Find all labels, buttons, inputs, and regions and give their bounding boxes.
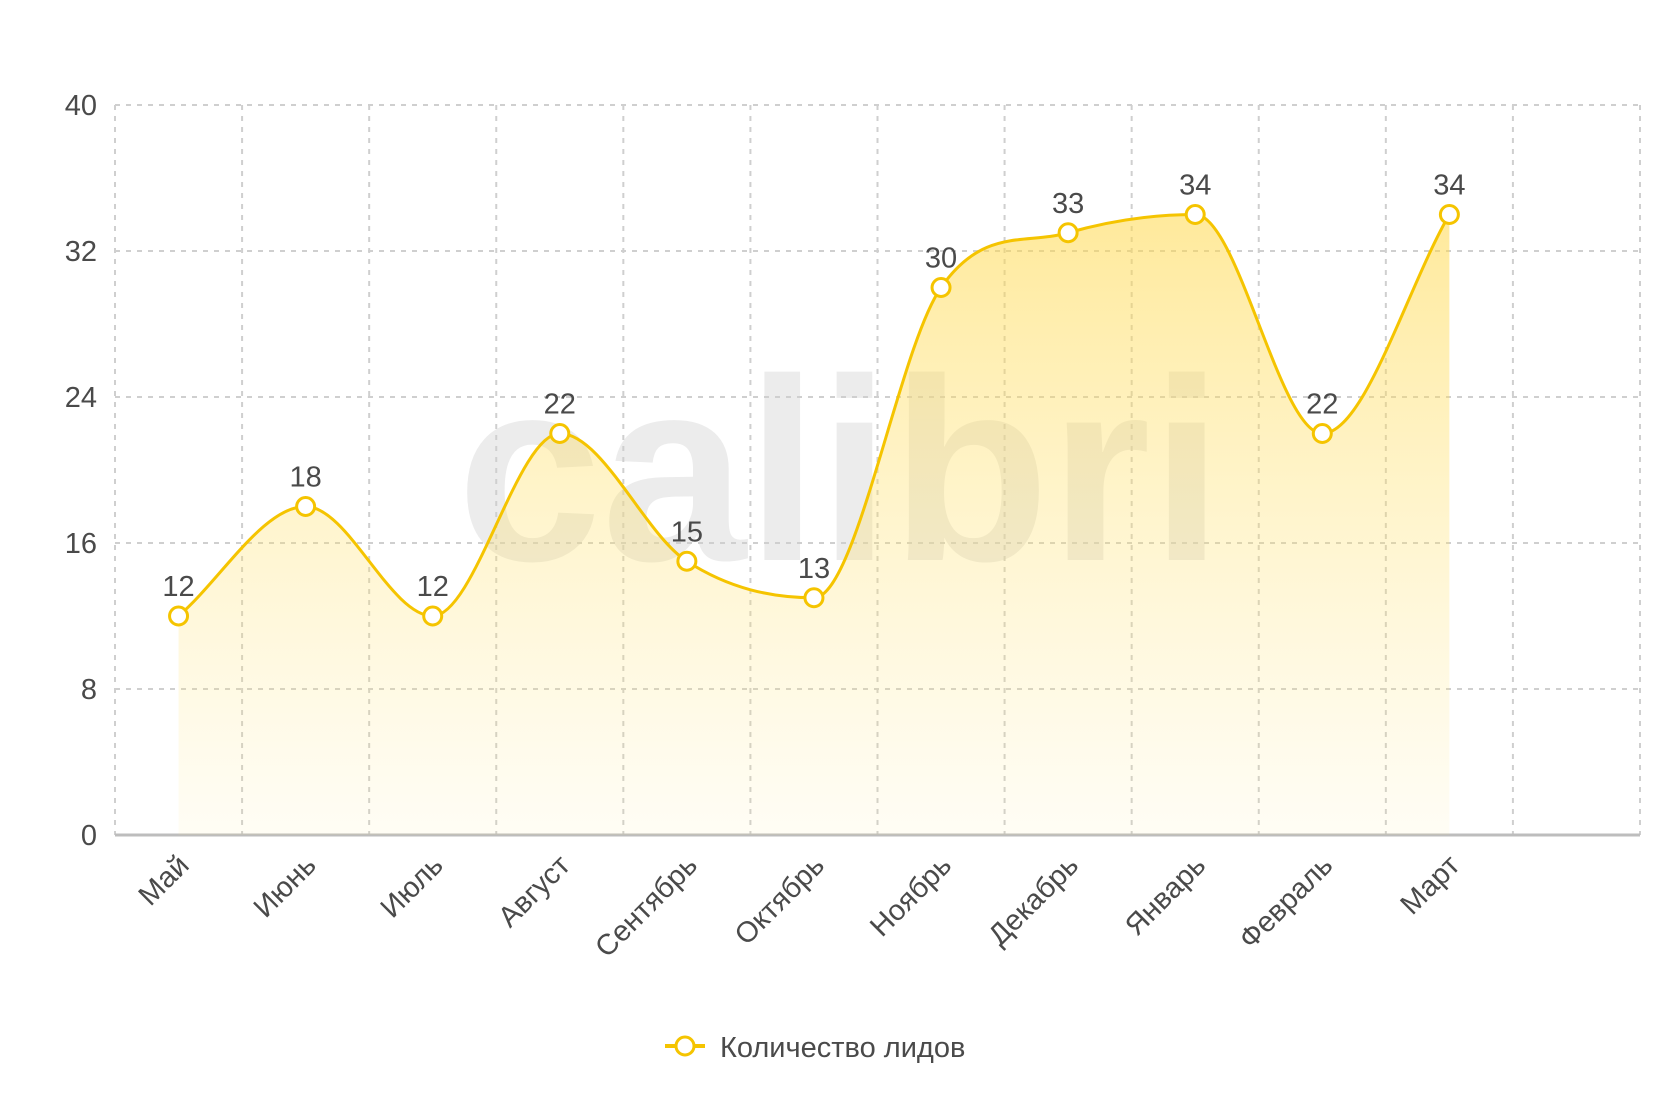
legend-marker-icon [674,1035,696,1057]
x-tick-label: Февраль [1233,849,1339,955]
data-label: 30 [925,243,957,275]
markers [168,204,1460,627]
x-tick-label: Июнь [248,849,323,924]
data-point [422,605,444,627]
data-label: 12 [417,571,449,603]
area-fill [178,214,1450,835]
x-tick-label: Сентябрь [589,849,703,963]
data-label: 18 [289,462,321,494]
data-labels: 12 18 12 22 15 13 30 33 34 22 34 [162,170,1465,604]
data-label: 34 [1433,170,1465,202]
data-label: 15 [671,516,703,548]
data-point [930,277,952,298]
data-label: 22 [1306,389,1338,421]
data-label: 12 [162,571,194,603]
x-tick-label: Ноябрь [864,849,958,943]
x-tick-label: Октябрь [729,849,831,951]
data-point [1438,204,1460,225]
legend[interactable]: Количество лидов [665,1032,965,1064]
x-tick-label: Март [1395,849,1467,921]
x-tick-label: Январь [1119,849,1212,942]
data-label: 22 [544,389,576,421]
data-label: 13 [798,553,830,585]
data-point [1311,423,1333,444]
x-tick-label: Май [133,849,196,912]
y-tick-label: 40 [65,90,97,122]
data-point [1057,222,1079,244]
data-label: 33 [1052,188,1084,220]
data-point [295,496,317,517]
data-point [803,587,825,609]
y-tick-label: 16 [65,528,97,560]
series-area [178,214,1450,835]
y-axis-ticks: 0 8 16 24 32 40 [65,90,97,852]
y-tick-label: 24 [65,382,97,414]
x-tick-label: Август [492,849,576,933]
data-label: 34 [1179,170,1211,202]
data-point [549,423,571,444]
legend-label: Количество лидов [720,1032,965,1064]
data-point [168,605,190,627]
data-point [1184,204,1206,225]
y-tick-label: 32 [65,236,97,268]
y-tick-label: 0 [81,820,97,852]
series-line-path [177,212,1451,618]
x-axis-ticks: Май Июнь Июль Август Сентябрь Октябрь Ноябрь Де… [133,849,1467,963]
x-tick-label: Декабрь [982,849,1085,952]
data-point [676,550,698,572]
x-tick-label: Июль [375,849,450,924]
y-tick-label: 8 [81,674,97,706]
series-line [177,212,1451,618]
